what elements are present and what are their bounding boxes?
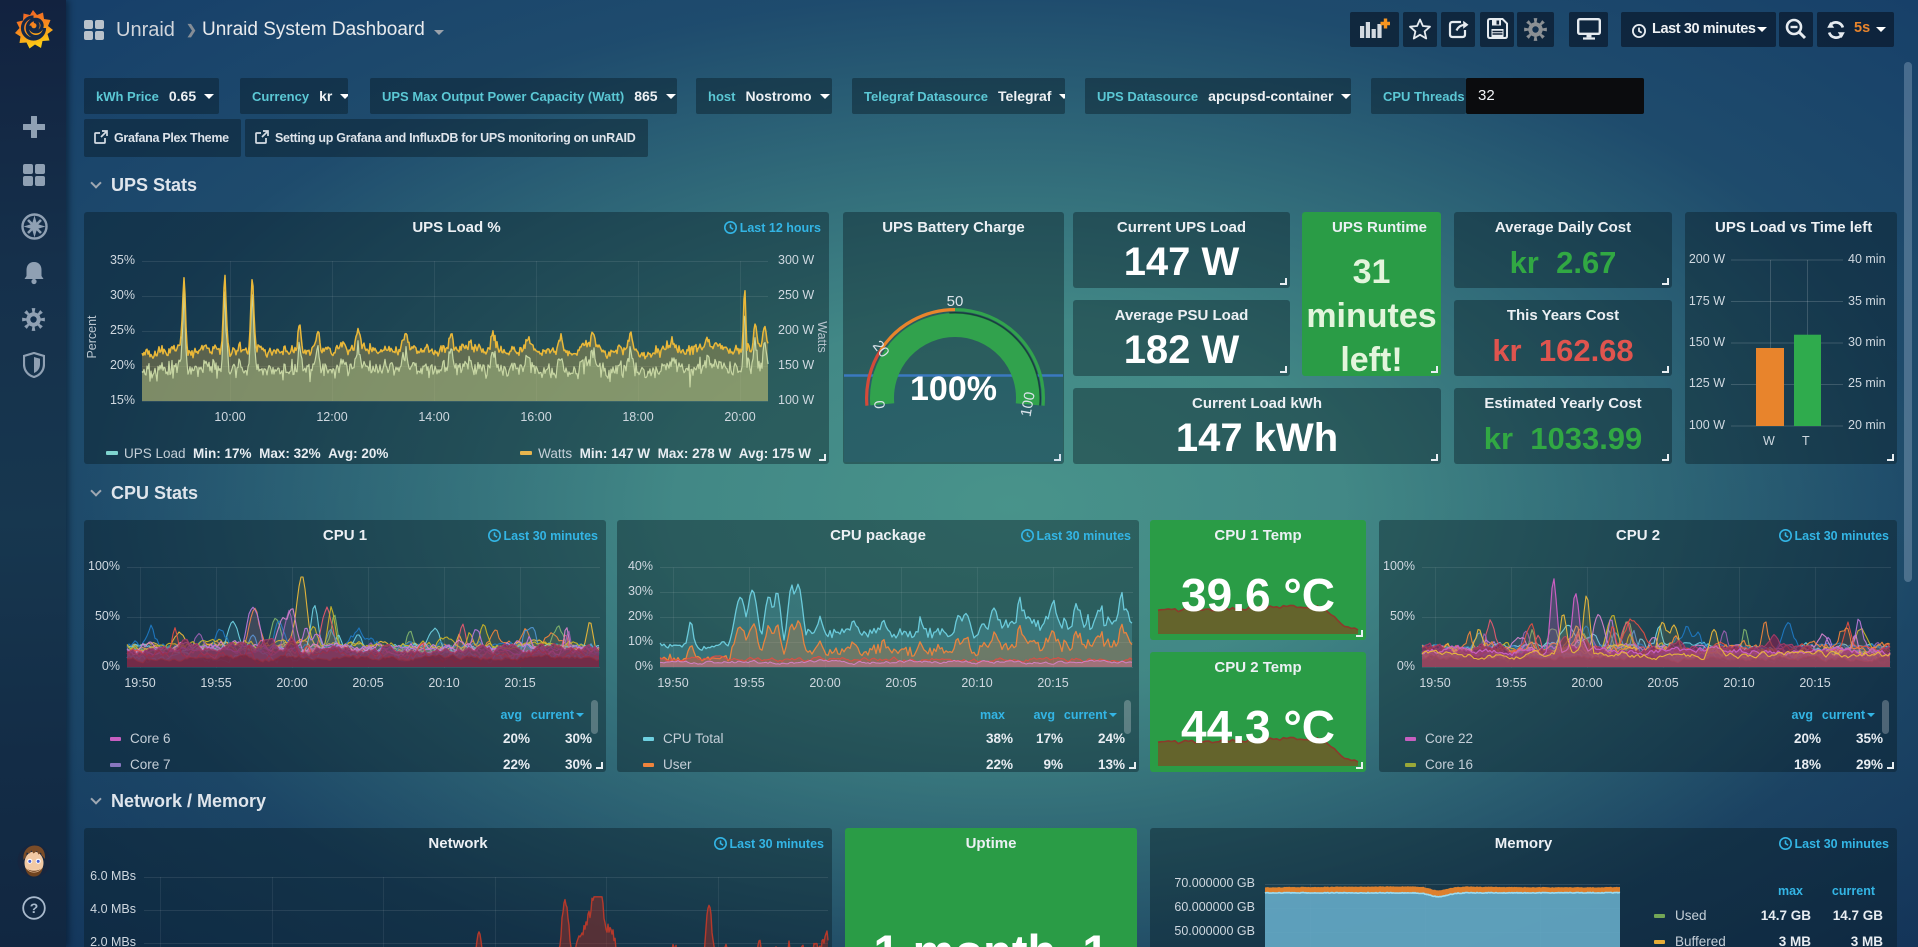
svg-text:100: 100 <box>1018 391 1039 419</box>
svg-text:0: 0 <box>870 400 888 410</box>
svg-text:20: 20 <box>869 337 893 361</box>
svg-text:?: ? <box>30 900 39 916</box>
svg-text:50: 50 <box>947 293 964 310</box>
